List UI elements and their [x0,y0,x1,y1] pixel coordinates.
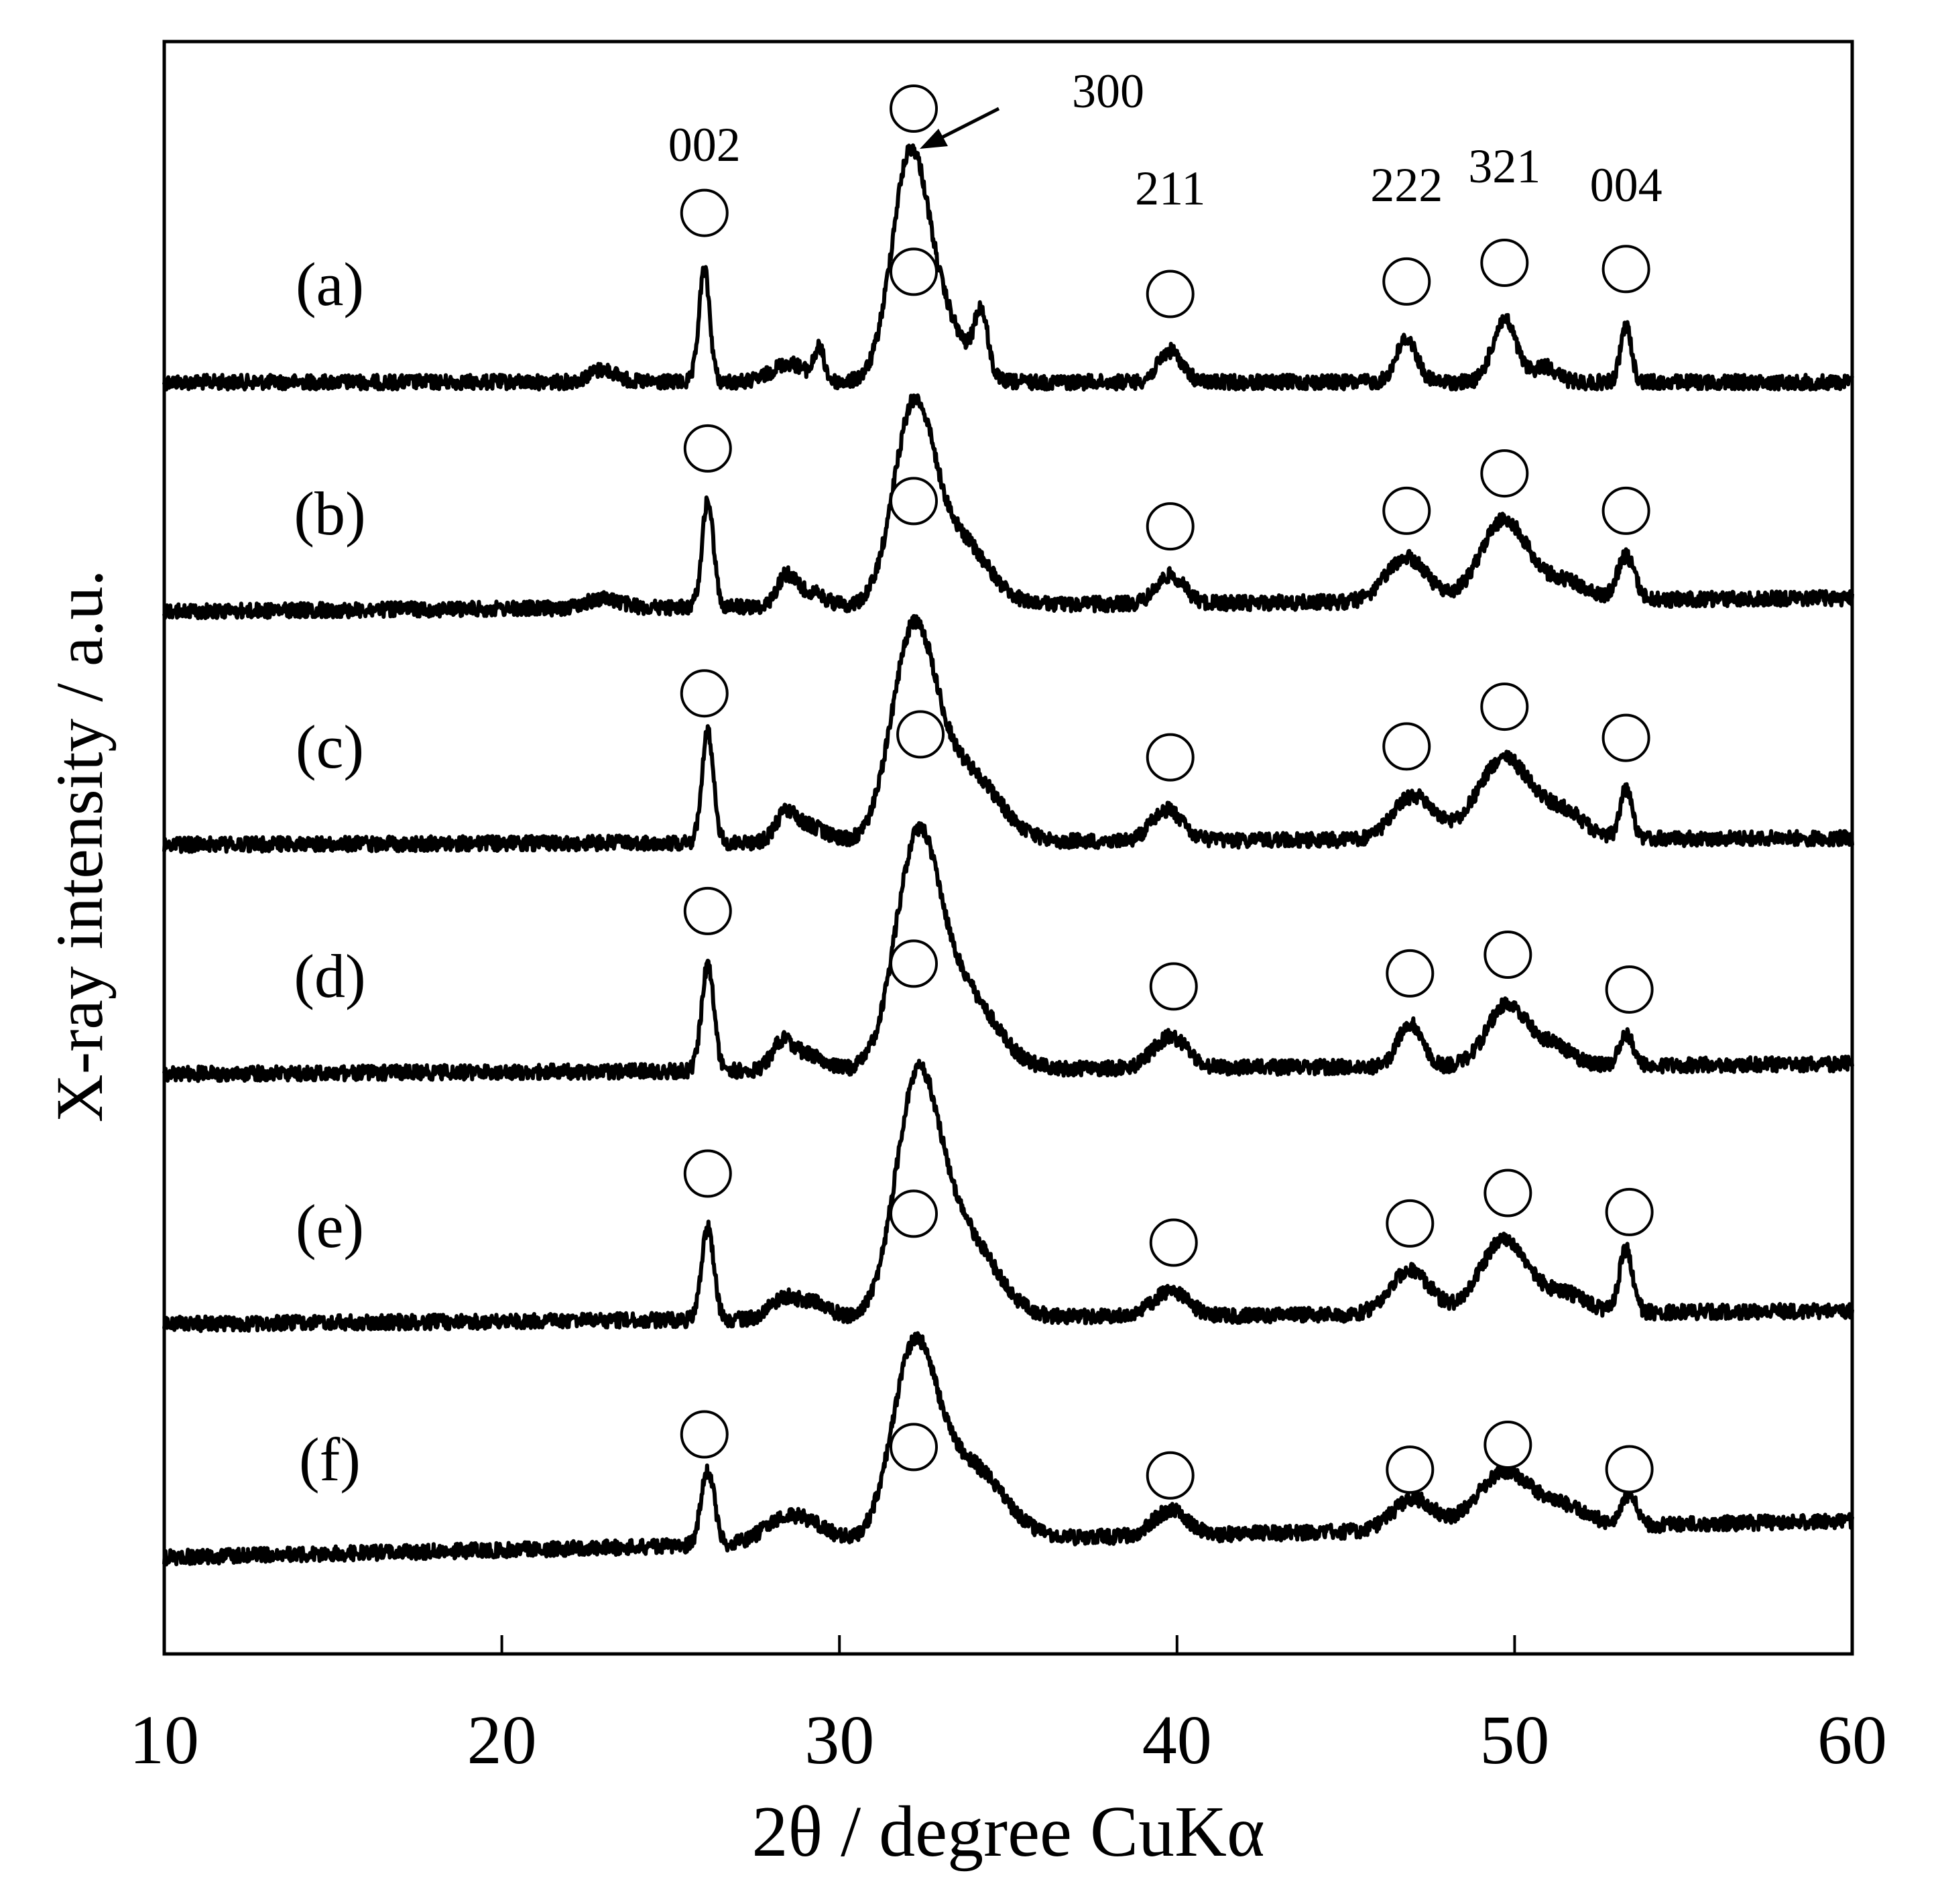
hkl-label-004: 004 [1590,158,1662,212]
diffraction-traces [162,143,1854,1567]
phase-marker [1382,257,1431,306]
series-label-6: (f) [299,1425,361,1494]
phase-marker [683,424,732,473]
x-tick-label-50: 50 [1479,1702,1549,1779]
phase-marker [1386,949,1435,998]
x-tick-label-40: 40 [1142,1702,1212,1779]
phase-marker [1484,931,1532,979]
phase-marker [1605,1445,1654,1494]
phase-marker [1601,245,1650,294]
series-label-2: (b) [294,479,365,548]
series-label-1: (a) [296,250,364,318]
phase-marker [1146,1451,1195,1500]
phase-marker [1146,502,1195,551]
phase-marker [1146,270,1195,318]
phase-marker [1484,1169,1532,1217]
hkl-labels: 002 300 211 222 321 004 [668,64,1662,215]
hkl-label-222: 222 [1370,158,1443,212]
hkl-label-211: 211 [1135,162,1205,215]
hkl-label-300: 300 [1072,64,1144,118]
series-label-5: (e) [296,1192,364,1260]
phase-marker [896,710,945,759]
trace-2 [162,393,1854,621]
phase-marker [683,1149,732,1198]
phase-marker [683,886,732,935]
peak-300-arrow [920,107,1000,149]
phase-marker [1149,962,1198,1011]
y-axis-label: X-ray intensity / a.u. [42,570,117,1123]
phase-marker [1149,1218,1198,1267]
phase-marker [1484,1420,1532,1469]
phase-marker [1601,713,1650,762]
hkl-label-321: 321 [1468,139,1540,193]
series-label-3: (c) [296,713,364,781]
trace-5 [162,1059,1854,1333]
series-labels: (a) (b) (c) (d) (e) (f) [294,250,365,1494]
phase-marker [889,477,938,526]
x-axis-ticks [500,1635,1516,1654]
trace-1 [162,143,1854,392]
x-tick-label-60: 60 [1817,1702,1887,1779]
phase-marker [1386,1199,1435,1248]
arrow-head [920,129,948,149]
hkl-label-002: 002 [668,118,741,172]
x-axis-label: 2θ / degree CuKα [751,1792,1264,1872]
phase-marker [889,1423,938,1472]
phase-marker-300-top [889,84,938,133]
phase-marker [1146,733,1195,782]
phase-marker [889,247,938,296]
x-tick-label-20: 20 [467,1702,537,1779]
phase-marker [680,669,729,718]
phase-marker [1601,486,1650,535]
phase-marker [1480,682,1529,731]
x-tick-label-10: 10 [129,1702,199,1779]
phase-marker [1382,486,1431,535]
trace-4 [162,821,1854,1083]
series-label-4: (d) [294,942,365,1010]
phase-marker [889,939,938,988]
phase-marker [680,1410,729,1459]
phase-marker [889,1189,938,1238]
phase-marker [1386,1445,1435,1494]
arrow-shaft [941,107,1000,139]
x-tick-label-30: 30 [804,1702,874,1779]
trace-6 [162,1331,1854,1567]
phase-marker [1480,449,1529,498]
phase-marker [1605,965,1654,1014]
phase-marker [1480,239,1529,287]
phase-markers [680,84,1654,1500]
trace-3 [162,613,1854,854]
phase-marker [680,188,729,237]
phase-marker [1605,1187,1654,1236]
phase-marker [1382,722,1431,771]
x-axis-tick-labels: 10 20 30 40 50 60 [129,1702,1887,1779]
